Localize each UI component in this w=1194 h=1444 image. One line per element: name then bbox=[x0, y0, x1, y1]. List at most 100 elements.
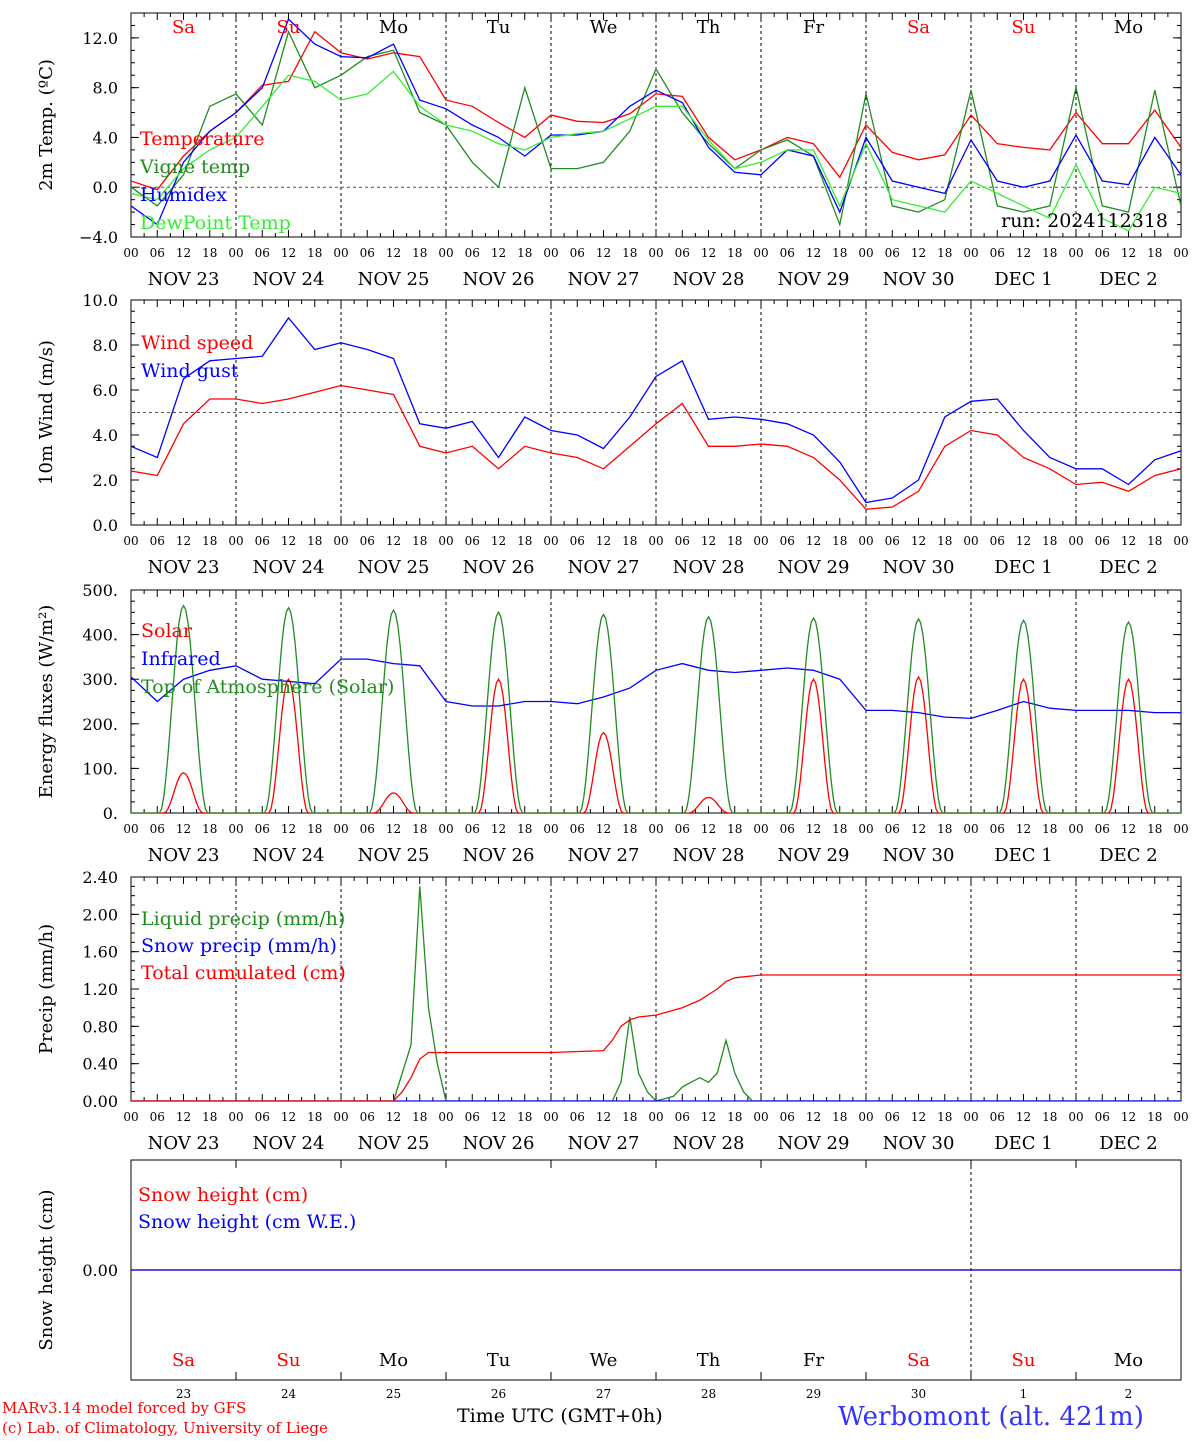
y-axis-label: Snow height (cm) bbox=[36, 1189, 57, 1350]
hour-tick-label: 06 bbox=[570, 1110, 585, 1124]
day-of-week-label: Tu bbox=[487, 17, 511, 38]
hour-tick-label: 18 bbox=[937, 534, 952, 548]
date-tick-label: NOV 24 bbox=[253, 1133, 325, 1154]
y-axis-label: 2m Temp. (ºC) bbox=[36, 59, 57, 191]
hour-tick-label: 00 bbox=[543, 534, 558, 548]
station-name: Werbomont (alt. 421m) bbox=[838, 1402, 1144, 1432]
hour-tick-label: 12 bbox=[1121, 246, 1136, 260]
hour-tick-label: 18 bbox=[1042, 246, 1057, 260]
date-tick-label: NOV 23 bbox=[148, 269, 220, 290]
date-tick-label: NOV 25 bbox=[358, 1133, 430, 1154]
date-tick-label: NOV 24 bbox=[253, 845, 325, 866]
hour-tick-label: 06 bbox=[990, 1110, 1005, 1124]
date-tick-label: NOV 29 bbox=[778, 1133, 850, 1154]
series-line-3 bbox=[131, 18, 1181, 226]
hour-tick-label: 06 bbox=[675, 246, 690, 260]
day-of-week-label: Sa bbox=[907, 17, 930, 38]
hour-tick-label: 18 bbox=[1042, 822, 1057, 836]
y-axis-label: 10m Wind (m/s) bbox=[36, 340, 57, 485]
hour-tick-label: 06 bbox=[360, 534, 375, 548]
day-of-week-label: Sa bbox=[907, 1350, 930, 1371]
hour-tick-label: 06 bbox=[465, 246, 480, 260]
hour-tick-label: 00 bbox=[963, 246, 978, 260]
legend-entry: Total cumulated (cm) bbox=[141, 962, 346, 984]
hour-tick-label: 06 bbox=[885, 822, 900, 836]
date-tick-label: NOV 27 bbox=[568, 269, 640, 290]
hour-tick-label: 06 bbox=[780, 246, 795, 260]
day-of-week-label: Mo bbox=[379, 17, 408, 38]
hour-tick-label: 06 bbox=[255, 534, 270, 548]
series-line-1 bbox=[131, 30, 1181, 191]
y-tick-label: 8.0 bbox=[93, 336, 118, 355]
hour-tick-label: 00 bbox=[1173, 246, 1188, 260]
date-tick-label: NOV 28 bbox=[673, 269, 745, 290]
hour-tick-label: 18 bbox=[727, 246, 742, 260]
run-label: run: 2024112318 bbox=[1001, 210, 1168, 232]
date-tick-label: NOV 26 bbox=[463, 269, 535, 290]
date-tick-label: NOV 28 bbox=[673, 557, 745, 578]
hour-tick-label: 12 bbox=[1016, 1110, 1031, 1124]
hour-tick-label: 06 bbox=[150, 534, 165, 548]
hour-tick-label: 18 bbox=[937, 822, 952, 836]
hour-tick-label: 18 bbox=[622, 246, 637, 260]
hour-tick-label: 12 bbox=[911, 822, 926, 836]
y-tick-label: 500. bbox=[82, 581, 118, 600]
panel-3: 0. 100. 200. 300. 400. 500. Energy fluxes (W/m… bbox=[36, 581, 1189, 866]
date-tick-label: DEC 1 bbox=[994, 845, 1053, 866]
series-line-2 bbox=[131, 658, 1181, 720]
hour-tick-label: 00 bbox=[543, 1110, 558, 1124]
hour-tick-label: 12 bbox=[701, 534, 716, 548]
hour-tick-label: 12 bbox=[701, 822, 716, 836]
hour-tick-label: 06 bbox=[465, 1110, 480, 1124]
series-line-2 bbox=[131, 29, 1181, 227]
hour-tick-label: 00 bbox=[438, 1110, 453, 1124]
hour-tick-label: 06 bbox=[1095, 1110, 1110, 1124]
date-tick-label: NOV 25 bbox=[358, 269, 430, 290]
panel-4: 0.00 0.40 0.80 1.20 1.60 2.00 2.40 Precip (mm/h… bbox=[36, 868, 1189, 1154]
legend-entry: Infrared bbox=[141, 648, 221, 670]
hour-tick-label: 18 bbox=[517, 534, 532, 548]
legend-entry: Liquid precip (mm/h) bbox=[141, 908, 345, 930]
hour-tick-label: 18 bbox=[832, 246, 847, 260]
hour-tick-label: 18 bbox=[832, 534, 847, 548]
day-number-label: 26 bbox=[491, 1387, 506, 1401]
hour-tick-label: 18 bbox=[622, 534, 637, 548]
hour-tick-label: 12 bbox=[176, 1110, 191, 1124]
date-tick-label: NOV 27 bbox=[568, 557, 640, 578]
credit-line-1: MARv3.14 model forced by GFS bbox=[2, 1399, 247, 1417]
date-tick-label: NOV 28 bbox=[673, 1133, 745, 1154]
date-tick-label: NOV 29 bbox=[778, 269, 850, 290]
date-tick-label: NOV 30 bbox=[883, 845, 955, 866]
hour-tick-label: 12 bbox=[176, 246, 191, 260]
hour-tick-label: 12 bbox=[281, 534, 296, 548]
hour-tick-label: 00 bbox=[1068, 246, 1083, 260]
hour-tick-label: 12 bbox=[491, 246, 506, 260]
date-tick-label: NOV 26 bbox=[463, 1133, 535, 1154]
hour-tick-label: 06 bbox=[465, 534, 480, 548]
hour-tick-label: 18 bbox=[937, 246, 952, 260]
y-tick-label: 0.00 bbox=[82, 1261, 118, 1280]
hour-tick-label: 00 bbox=[1068, 822, 1083, 836]
y-tick-label: 4.0 bbox=[93, 426, 118, 445]
day-of-week-label: Th bbox=[697, 1350, 721, 1371]
hour-tick-label: 00 bbox=[123, 1110, 138, 1124]
hour-tick-label: 00 bbox=[123, 246, 138, 260]
hour-tick-label: 00 bbox=[963, 822, 978, 836]
hour-tick-label: 18 bbox=[622, 822, 637, 836]
y-tick-label: 0. bbox=[103, 804, 118, 823]
hour-tick-label: 18 bbox=[937, 1110, 952, 1124]
hour-tick-label: 12 bbox=[701, 1110, 716, 1124]
day-of-week-label: Mo bbox=[1114, 17, 1143, 38]
legend-entry: Solar bbox=[141, 620, 193, 642]
hour-tick-label: 00 bbox=[648, 822, 663, 836]
date-tick-label: NOV 27 bbox=[568, 845, 640, 866]
date-tick-label: NOV 29 bbox=[778, 845, 850, 866]
hour-tick-label: 12 bbox=[1016, 534, 1031, 548]
hour-tick-label: 12 bbox=[806, 246, 821, 260]
hour-tick-label: 06 bbox=[465, 822, 480, 836]
date-tick-label: NOV 25 bbox=[358, 845, 430, 866]
date-tick-label: NOV 25 bbox=[358, 557, 430, 578]
day-of-week-label: We bbox=[590, 17, 618, 38]
hour-tick-label: 00 bbox=[438, 822, 453, 836]
series-line-1 bbox=[131, 886, 1181, 1101]
